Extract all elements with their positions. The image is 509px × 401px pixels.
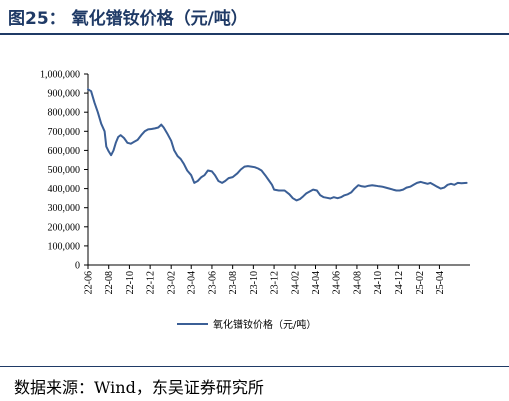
x-tick-label: 24-06 (332, 271, 343, 294)
y-axis: 0 100,000 200,000 300,000 400,000 500,000 600,… (40, 70, 89, 272)
figure-title: 图25： 氧化镨钕价格（元/吨） (8, 9, 248, 29)
x-tick-label: 23-12 (270, 271, 281, 294)
x-tick-label: 22-06 (84, 271, 95, 294)
x-tick-label: 25-04 (435, 271, 446, 294)
y-tick-label: 700,000 (48, 127, 81, 138)
x-tick-label: 24-08 (352, 271, 363, 294)
y-tick-label: 100,000 (48, 241, 81, 252)
y-tick-label: 500,000 (48, 165, 81, 176)
x-tick-label: 24-02 (291, 271, 302, 294)
x-tick-label: 23-08 (228, 271, 239, 294)
source-rule (0, 366, 509, 367)
legend: 氧化镨钕价格（元/吨） (177, 318, 316, 331)
y-tick-label: 400,000 (48, 184, 81, 195)
y-tick-label: 600,000 (48, 146, 81, 157)
y-tick-label: 900,000 (48, 89, 81, 100)
x-tick-label: 22-08 (104, 271, 115, 294)
x-tick-label: 24-10 (373, 271, 384, 294)
series-layer (87, 88, 468, 202)
y-tick-label: 200,000 (48, 222, 81, 233)
title-rule (0, 33, 509, 35)
x-axis: 22-06 22-08 22-10 22-12 23-02 23-04 23-06 23-08… (84, 264, 470, 294)
x-tick-label: 22-10 (125, 271, 136, 294)
legend-label: 氧化镨钕价格（元/吨） (213, 318, 316, 331)
y-tick-label: 800,000 (48, 108, 81, 119)
price-line-chart: 0 100,000 200,000 300,000 400,000 500,000 600,… (40, 70, 470, 331)
y-tick-label: 300,000 (48, 203, 81, 214)
x-tick-label: 23-10 (249, 271, 260, 294)
x-tick-label: 22-12 (146, 271, 157, 294)
x-tick-label: 23-02 (167, 271, 178, 294)
source-note: 数据来源：Wind，东吴证券研究所 (14, 378, 264, 397)
y-tick-label: 0 (75, 261, 80, 272)
x-tick-label: 23-04 (187, 271, 198, 294)
x-tick-label: 23-06 (207, 271, 218, 294)
y-tick-label: 1,000,000 (40, 70, 80, 81)
price-series-line (87, 88, 468, 202)
x-tick-label: 24-04 (311, 271, 322, 294)
x-tick-label: 25-02 (415, 271, 426, 294)
x-tick-label: 24-12 (394, 271, 405, 294)
